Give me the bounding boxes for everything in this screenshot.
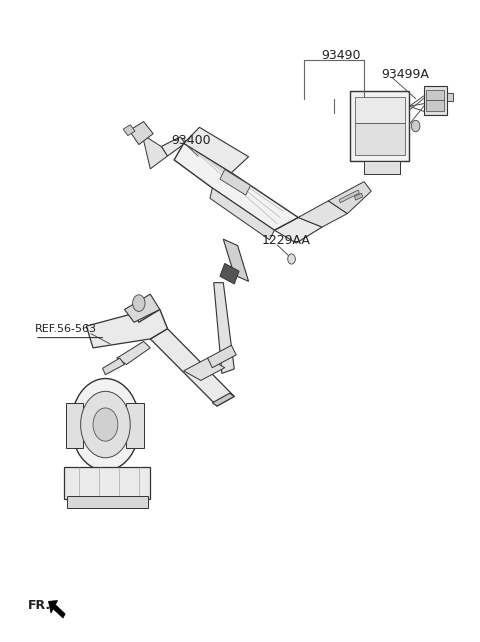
- Polygon shape: [355, 193, 363, 200]
- Circle shape: [288, 254, 295, 264]
- Polygon shape: [424, 86, 446, 115]
- Polygon shape: [174, 143, 298, 230]
- Polygon shape: [123, 125, 135, 135]
- Polygon shape: [129, 121, 153, 144]
- Polygon shape: [446, 94, 453, 101]
- Polygon shape: [124, 294, 160, 322]
- Polygon shape: [212, 394, 234, 406]
- Circle shape: [81, 392, 130, 458]
- Polygon shape: [64, 467, 150, 499]
- Polygon shape: [210, 188, 275, 240]
- Polygon shape: [214, 282, 234, 374]
- Polygon shape: [220, 263, 239, 284]
- Polygon shape: [66, 403, 84, 447]
- Polygon shape: [275, 218, 322, 243]
- Polygon shape: [67, 496, 148, 508]
- Polygon shape: [150, 329, 234, 406]
- Polygon shape: [139, 309, 168, 339]
- Text: 93499A: 93499A: [381, 69, 429, 82]
- Polygon shape: [103, 358, 124, 375]
- Text: 93490: 93490: [321, 49, 360, 62]
- Polygon shape: [207, 345, 236, 368]
- Text: FR.: FR.: [28, 599, 51, 612]
- Polygon shape: [142, 134, 168, 169]
- Polygon shape: [117, 342, 150, 365]
- Polygon shape: [48, 600, 65, 618]
- Text: REF.56-563: REF.56-563: [35, 324, 97, 334]
- Polygon shape: [426, 100, 444, 111]
- Polygon shape: [328, 182, 371, 214]
- Text: 1229AA: 1229AA: [262, 234, 311, 247]
- Polygon shape: [223, 239, 249, 281]
- Polygon shape: [220, 169, 251, 195]
- Circle shape: [132, 295, 145, 311]
- Polygon shape: [355, 123, 405, 155]
- Polygon shape: [355, 98, 405, 123]
- Circle shape: [71, 379, 140, 471]
- Polygon shape: [86, 309, 168, 348]
- Polygon shape: [184, 127, 249, 173]
- Polygon shape: [364, 161, 400, 174]
- Circle shape: [93, 408, 118, 441]
- Polygon shape: [298, 201, 348, 227]
- Polygon shape: [339, 190, 360, 203]
- Polygon shape: [161, 137, 185, 156]
- Polygon shape: [426, 90, 444, 100]
- Polygon shape: [126, 403, 144, 447]
- Text: 93400: 93400: [171, 134, 210, 147]
- Circle shape: [411, 120, 420, 132]
- Polygon shape: [184, 358, 225, 381]
- Polygon shape: [350, 91, 409, 161]
